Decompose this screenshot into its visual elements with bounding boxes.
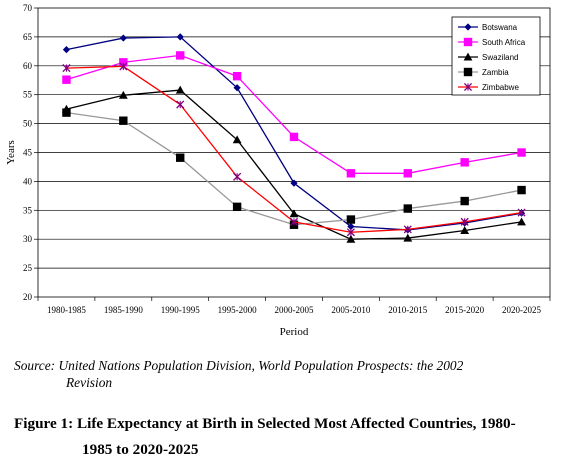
x-axis-title: Period — [280, 326, 309, 338]
data-point-zimbabwe — [517, 208, 526, 217]
y-tick-label: 50 — [23, 119, 33, 129]
x-tick-label: 2010-2015 — [388, 305, 427, 315]
legend-marker — [464, 23, 472, 31]
data-point-south-africa — [460, 158, 469, 167]
data-point-swaziland — [460, 226, 470, 235]
source-text-continued: Revision — [66, 375, 113, 390]
x-tick-label: 2005-2010 — [331, 305, 370, 315]
legend-label: Zambia — [482, 68, 509, 77]
data-point-swaziland — [403, 233, 413, 242]
data-point-zimbabwe — [289, 217, 299, 226]
data-point-zambia — [346, 215, 356, 224]
source-prefix: Source: — [14, 358, 56, 373]
legend-marker — [463, 52, 473, 61]
x-tick-label: 1980-1985 — [47, 305, 86, 315]
y-tick-label: 45 — [23, 148, 33, 158]
data-point-south-africa — [232, 72, 242, 81]
data-point-zimbabwe — [460, 217, 469, 226]
data-point-zimbabwe — [119, 62, 128, 71]
x-tick-label: 1995-2000 — [218, 305, 257, 315]
data-point-zimbabwe — [346, 228, 355, 237]
y-axis-ticks: 20 25 30 35 40 45 50 55 60 65 70 — [23, 3, 38, 302]
x-axis-ticks: 1980-1985 1985-1990 1990-1995 1995-2000 2000… — [37, 297, 551, 315]
legend-label: Swaziland — [482, 53, 518, 62]
data-point-south-africa — [176, 51, 185, 60]
data-point-botswana — [347, 222, 355, 231]
x-tick-label: 1990-1995 — [161, 305, 200, 315]
y-tick-label: 25 — [23, 263, 33, 273]
legend-label: Zimbabwe — [482, 83, 519, 92]
legend-marker — [463, 82, 473, 92]
data-point-swaziland — [346, 234, 356, 243]
data-point-swaziland — [517, 217, 526, 226]
data-point-south-africa — [289, 132, 299, 142]
data-point-zimbabwe — [403, 225, 412, 234]
data-point-zambia — [119, 116, 128, 125]
figure-caption: Figure 1: Life Expectancy at Birth in Se… — [14, 411, 559, 463]
series-lines — [62, 33, 526, 243]
data-point-zambia — [232, 202, 242, 212]
y-axis-title: Years — [5, 140, 17, 165]
legend-label: South Africa — [482, 38, 526, 47]
data-point-zimbabwe — [233, 172, 242, 181]
legend: Botswana South Africa Swaziland Zambia Zimba… — [451, 16, 541, 96]
data-point-zimbabwe — [176, 100, 185, 109]
y-tick-label: 55 — [23, 90, 33, 100]
data-point-botswana — [176, 33, 184, 41]
data-point-south-africa — [403, 169, 412, 178]
x-tick-label: 2015-2020 — [445, 305, 484, 315]
data-point-south-africa — [62, 75, 71, 84]
data-point-swaziland — [175, 85, 185, 94]
y-tick-label: 35 — [23, 205, 33, 215]
caption-line-1: Figure 1: Life Expectancy at Birth in Se… — [14, 415, 516, 432]
source-text: United Nations Population Division, Worl… — [58, 358, 464, 373]
data-point-zambia — [517, 185, 526, 195]
legend-marker — [463, 67, 473, 77]
y-tick-label: 20 — [23, 292, 33, 302]
data-point-zimbabwe — [62, 64, 71, 73]
data-point-botswana — [290, 179, 298, 187]
data-point-botswana — [119, 34, 127, 42]
legend-label: Botswana — [482, 23, 518, 32]
y-tick-label: 40 — [23, 176, 33, 186]
legend-marker — [463, 37, 473, 47]
data-point-botswana — [62, 46, 71, 54]
data-point-zambia — [176, 153, 185, 162]
y-tick-label: 60 — [23, 61, 33, 71]
data-point-zambia — [62, 108, 71, 117]
y-tick-label: 30 — [23, 234, 33, 244]
line-chart: 20 25 30 35 40 45 50 55 60 65 70 1980-1985 1985-199… — [5, 3, 551, 338]
x-tick-label: 2000-2005 — [275, 305, 314, 315]
y-tick-label: 65 — [23, 32, 33, 42]
x-tick-label: 1985-1990 — [104, 305, 143, 315]
x-tick-label: 2020-2025 — [502, 305, 541, 315]
data-point-swaziland — [118, 90, 128, 99]
source-note: Source: United Nations Population Divisi… — [14, 357, 554, 391]
series-line-zambia — [66, 111, 522, 226]
y-tick-label: 70 — [23, 3, 33, 13]
caption-line-2: 1985 to 2020-2025 — [82, 441, 199, 458]
data-point-south-africa — [517, 148, 526, 157]
data-point-zambia — [403, 204, 412, 213]
data-point-south-africa — [346, 169, 356, 178]
data-point-swaziland — [289, 209, 299, 218]
data-point-swaziland — [232, 135, 242, 144]
data-point-botswana — [233, 84, 241, 92]
data-point-zambia — [460, 196, 469, 206]
data-point-south-africa — [119, 58, 128, 67]
